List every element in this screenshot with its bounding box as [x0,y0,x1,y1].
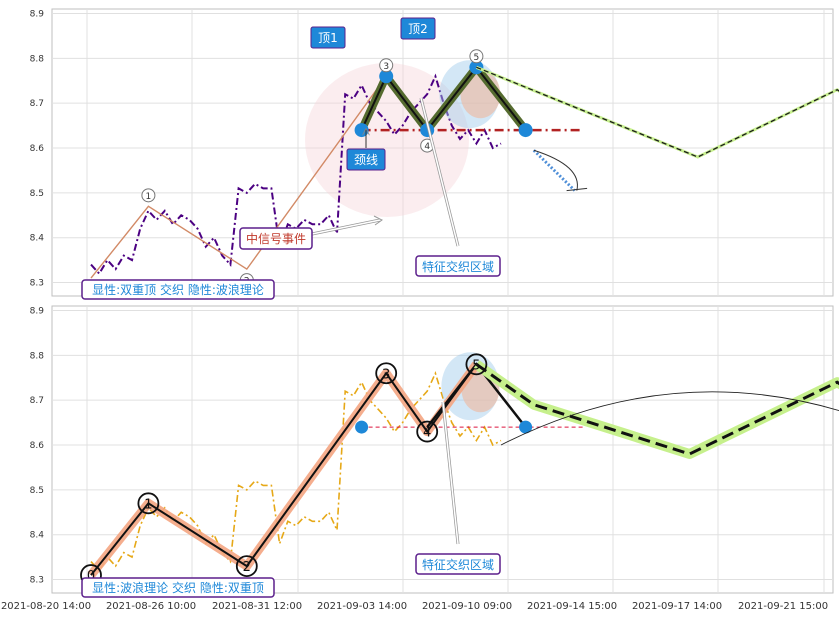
wave-point-marker [375,362,398,385]
pattern-pivot-marker [355,420,369,434]
wave-point-label: 5 [474,53,480,63]
bottom-panel-frame [51,305,834,594]
bottom-panel-grid [52,306,833,593]
mid-signal-label: 中信号事件 [246,231,306,246]
wave-point-marker [416,420,439,443]
wave-point-label: 4 [423,426,431,441]
bottom-panel-caption: 显性:波浪理论 交织 隐性:双重顶 [81,577,275,598]
wave-point-label: 1 [144,497,152,512]
feature-zone-callout-top: 特征交织区域 [415,97,501,277]
target-projection-segment [532,149,576,192]
top-panel-caption-text: 显性:双重顶 交织 隐性:波浪理论 [92,282,264,297]
y-tick-label: 8.8 [30,351,45,361]
y-tick-label: 8.8 [30,54,45,64]
wave-point-marker [465,353,488,376]
bottom-panel-y-axis: 8.3 8.4 8.5 8.6 8.7 8.8 8.9 [30,306,45,585]
projection-line [475,363,839,456]
y-tick-label: 8.4 [30,234,45,244]
y-tick-label: 8.5 [30,189,44,199]
projection-line [476,66,839,158]
wave-glow [87,361,481,578]
y-tick-label: 8.3 [30,279,44,289]
x-tick-label: 2021-09-14 15:00 [527,601,617,612]
price-series-line [90,73,502,276]
top1-callout: 顶1 [310,26,346,49]
y-tick-label: 8.7 [30,99,44,109]
wave-point-marker [469,49,484,64]
mid-signal-callout: 中信号事件 [239,215,383,250]
wave-point-marker [137,492,160,515]
wave-point-label: 3 [383,62,389,72]
pattern-pivot-marker [519,420,533,434]
x-tick-label: 2021-09-21 15:00 [738,601,828,612]
wave-point-label: 0 [87,569,95,584]
wave-point-label: 5 [472,358,480,373]
top2-callout: 顶2 [400,17,436,40]
top-panel-caption: 显性:双重顶 交织 隐性:波浪理论 [81,279,275,300]
y-tick-label: 8.7 [30,396,44,406]
wave-line [90,363,478,576]
projection-glow [475,65,839,159]
neckline-label: 颈线 [354,153,378,167]
y-tick-label: 8.9 [30,306,45,316]
projection-arc [500,391,839,446]
pattern-pivot-marker [379,69,394,84]
mid-signal-zone [305,63,469,217]
price-series-line [90,371,502,572]
neckline-callout: 颈线 [346,129,386,171]
y-tick-label: 8.5 [30,486,44,496]
top-panel-y-axis: 8.3 8.4 8.5 8.6 8.7 8.8 8.9 [30,9,45,288]
y-tick-label: 8.6 [30,144,45,154]
wave-point-label: 2 [243,560,251,575]
pattern-pivot-marker [518,123,533,138]
wave-point-marker [379,58,394,73]
x-tick-label: 2021-08-20 14:00 [1,601,91,612]
top1-label: 顶1 [318,31,338,45]
y-tick-label: 8.3 [30,576,44,586]
wave-point-label: 3 [382,367,390,382]
bottom-panel-plot: 0 1 2 3 4 5 [80,352,839,586]
y-tick-label: 8.6 [30,441,45,451]
x-tick-label: 2021-08-31 12:00 [212,601,302,612]
top2-label: 顶2 [408,22,428,36]
feature-zone-callout-bottom: 特征交织区域 [415,401,501,575]
bottom-panel-caption-text: 显性:波浪理论 交织 隐性:双重顶 [92,580,264,595]
pattern-pivot-marker [469,60,484,75]
y-tick-label: 8.9 [30,9,45,19]
x-tick-label: 2021-09-10 09:00 [422,601,512,612]
top-panel-frame [51,8,834,297]
feature-zone-label: 特征交织区域 [422,557,494,572]
y-tick-label: 8.4 [30,531,45,541]
wave-point-label: 1 [146,192,152,202]
projection-glow [473,360,839,459]
wave-point-marker [141,188,156,203]
x-tick-label: 2021-09-17 14:00 [632,601,722,612]
target-tick [566,187,588,192]
x-axis: 2021-08-20 14:00 2021-08-26 10:00 2021-0… [1,601,828,612]
target-arc [533,149,578,191]
x-tick-label: 2021-09-03 14:00 [317,601,407,612]
feature-zone-label: 特征交织区域 [422,259,494,274]
wave-point-label: 4 [424,142,430,152]
x-tick-label: 2021-08-26 10:00 [106,601,196,612]
wave-point-marker [235,555,258,577]
